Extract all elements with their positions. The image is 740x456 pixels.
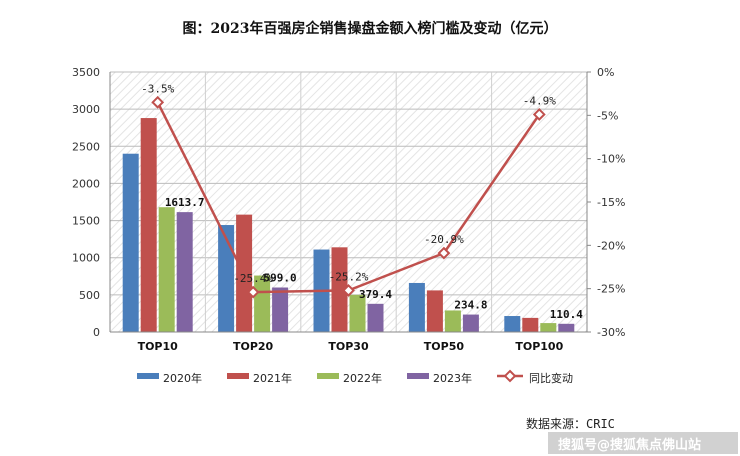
bar-data-label: 379.4 xyxy=(359,288,392,301)
bar-data-label: 1613.7 xyxy=(165,196,205,209)
y2-tick-label: -25% xyxy=(597,283,625,296)
bar xyxy=(272,287,289,332)
line-data-label: -25.2% xyxy=(329,270,369,283)
legend-label: 2021年 xyxy=(253,371,292,385)
y-tick-label: 2000 xyxy=(72,177,100,190)
y-tick-label: 500 xyxy=(79,289,100,302)
y-tick-label: 2500 xyxy=(72,140,100,153)
bar xyxy=(254,275,271,332)
bars xyxy=(122,118,575,332)
line-point xyxy=(437,246,451,260)
bar xyxy=(140,118,157,332)
line-data-label: -4.9% xyxy=(523,94,556,107)
y-axis-right: 0% -5% -10% -15% -20% -25% -30% xyxy=(586,66,625,339)
y2-tick-label: -20% xyxy=(597,239,625,252)
watermark: 搜狐号@搜狐焦点佛山站 xyxy=(558,437,701,453)
bar xyxy=(558,323,575,332)
bar xyxy=(158,207,175,332)
bar-data-labels: 1613.7 599.0 379.4 234.8 110.4 xyxy=(165,196,583,321)
legend-label: 2020年 xyxy=(163,371,202,385)
line-data-label: -25.4% xyxy=(233,272,273,285)
bar xyxy=(444,310,461,332)
legend-swatch xyxy=(317,373,339,379)
y-tick-label: 0 xyxy=(93,326,100,339)
bar-data-label: 234.8 xyxy=(454,299,487,312)
line-point xyxy=(342,283,355,297)
bar xyxy=(462,314,479,332)
bar xyxy=(426,290,443,332)
line-point xyxy=(532,108,546,121)
y-tick-label: 1500 xyxy=(72,215,100,228)
bar xyxy=(218,225,235,332)
x-tick-label: TOP100 xyxy=(515,340,563,353)
bar xyxy=(504,316,521,332)
y2-tick-label: -10% xyxy=(597,153,625,166)
x-tick-label: TOP30 xyxy=(328,340,369,353)
x-axis: TOP10 TOP20 TOP30 TOP50 TOP100 xyxy=(110,331,587,353)
legend-marker xyxy=(503,369,517,383)
legend: 2020年 2021年 2022年 2023年 同比变动 xyxy=(137,369,573,385)
line-series: -3.5% -25.4% -25.2% -20.9% -4.9% xyxy=(141,82,556,299)
bar-data-label: 110.4 xyxy=(550,308,583,321)
legend-swatch xyxy=(227,373,249,379)
legend-label: 2022年 xyxy=(343,371,382,385)
bar xyxy=(522,317,539,332)
legend-swatch xyxy=(407,373,429,379)
bar xyxy=(176,212,193,332)
line-point xyxy=(151,95,165,109)
y2-tick-label: -15% xyxy=(597,196,625,209)
line-point xyxy=(246,285,260,299)
bar xyxy=(349,294,366,332)
source-note: 数据来源：CRIC xyxy=(526,416,615,431)
bar xyxy=(408,282,425,332)
legend-swatch xyxy=(137,373,159,379)
bar xyxy=(367,303,384,332)
x-tick-label: TOP10 xyxy=(138,340,179,353)
y2-tick-label: -5% xyxy=(597,109,618,122)
line-data-label: -20.9% xyxy=(424,233,464,246)
y-tick-label: 1000 xyxy=(72,252,100,265)
y-axis-left: 0 500 1000 1500 2000 2500 3000 3500 xyxy=(72,66,111,339)
legend-label: 2023年 xyxy=(433,371,472,385)
chart-title: 图：2023年百强房企销售操盘金额入榜门槛及变动（亿元） xyxy=(183,20,558,37)
bar xyxy=(122,153,139,332)
watermark-bg xyxy=(548,432,738,454)
legend-label: 同比变动 xyxy=(529,371,573,385)
x-tick-label: TOP20 xyxy=(233,340,274,353)
bar xyxy=(540,323,557,332)
bar-data-label: 599.0 xyxy=(264,272,297,285)
y2-tick-label: -30% xyxy=(597,326,625,339)
y-tick-label: 3000 xyxy=(72,103,100,116)
line-data-label: -3.5% xyxy=(141,82,174,95)
y-tick-label: 3500 xyxy=(72,66,100,79)
x-tick-label: TOP50 xyxy=(424,340,465,353)
y2-tick-label: 0% xyxy=(597,66,614,79)
